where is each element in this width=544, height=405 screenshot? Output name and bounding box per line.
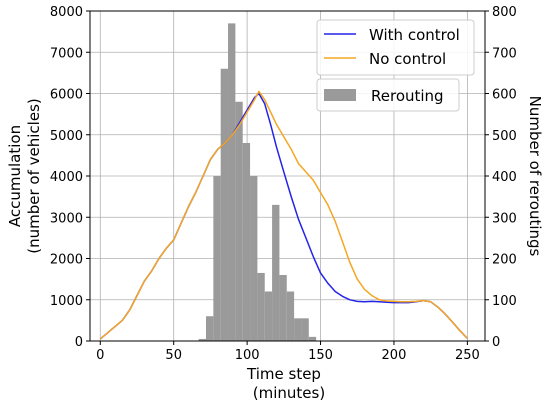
y-left-tick-label: 8000: [50, 5, 83, 20]
x-tick-label: 200: [382, 348, 407, 363]
legend-with-control-label: With control: [369, 26, 460, 44]
bars-layer: [198, 23, 317, 341]
rerouting-bar: [279, 275, 287, 341]
y-left-tick-label: 0: [75, 335, 83, 350]
rerouting-bar: [286, 291, 295, 341]
ticks-layer: 0 50 100 150 200 2500100020003000400050006000…: [50, 5, 517, 363]
rerouting-bar: [264, 291, 273, 341]
legend-lines-box: [316, 19, 475, 76]
x-axis-title-line1: Time step: [246, 365, 321, 383]
rerouting-bar: [301, 318, 309, 341]
rerouting-bar: [242, 143, 251, 341]
rerouting-bar: [294, 318, 302, 341]
x-tick-label: 150: [308, 348, 333, 363]
rerouting-bar: [257, 272, 265, 341]
legend-lines: With control No control: [316, 19, 475, 76]
y-right-tick-label: 300: [492, 211, 517, 226]
y-axis-title-right: Number of reroutings: [526, 96, 544, 257]
y-left-tick-label: 5000: [50, 129, 83, 144]
y-right-tick-label: 500: [492, 129, 517, 144]
rerouting-bar: [250, 176, 258, 341]
rerouting-bar: [220, 68, 229, 341]
y-right-tick-label: 100: [492, 294, 517, 309]
y-left-tick-label: 6000: [50, 88, 83, 103]
legend-no-control-label: No control: [369, 50, 446, 68]
rerouting-bar: [235, 101, 243, 341]
y-right-tick-label: 600: [492, 88, 517, 103]
y-left-tick-label: 1000: [50, 294, 83, 309]
y-left-tick-label: 7000: [50, 46, 83, 61]
x-axis-title: Time step (minutes): [246, 365, 325, 402]
no-control-line: [99, 90, 468, 340]
rerouting-bar: [198, 338, 207, 341]
y-axis-title-left-line2: (number of vehicles): [25, 98, 43, 253]
rerouting-bar: [206, 316, 214, 341]
y-right-tick-label: 700: [492, 46, 517, 61]
rerouting-bar: [228, 23, 236, 341]
y-right-tick-label: 200: [492, 253, 517, 268]
x-axis-title-line2: (minutes): [253, 384, 325, 402]
y-axis-title-left-line1: Accumulation: [6, 125, 24, 227]
y-axis-title-left: Accumulation (number of vehicles): [6, 98, 43, 253]
y-right-tick-label: 800: [492, 5, 517, 20]
lines-layer: [99, 90, 468, 340]
rerouting-bar: [272, 204, 280, 341]
y-right-tick-label: 400: [492, 170, 517, 185]
y-left-tick-label: 2000: [50, 253, 83, 268]
y-left-tick-label: 3000: [50, 211, 83, 226]
rerouting-bar: [308, 336, 317, 341]
y-right-tick-label: 0: [492, 335, 500, 350]
legend-bars: Rerouting: [316, 78, 460, 112]
legend-rerouting-label: Rerouting: [371, 87, 444, 105]
y-left-tick-label: 4000: [50, 170, 83, 185]
x-tick-label: 0: [96, 348, 104, 363]
x-tick-label: 50: [165, 348, 182, 363]
legend-rerouting-swatch: [324, 89, 356, 101]
x-tick-label: 100: [235, 348, 260, 363]
legend-bars-box: [316, 78, 460, 112]
x-tick-label: 250: [455, 348, 480, 363]
rerouting-bar: [213, 176, 221, 341]
